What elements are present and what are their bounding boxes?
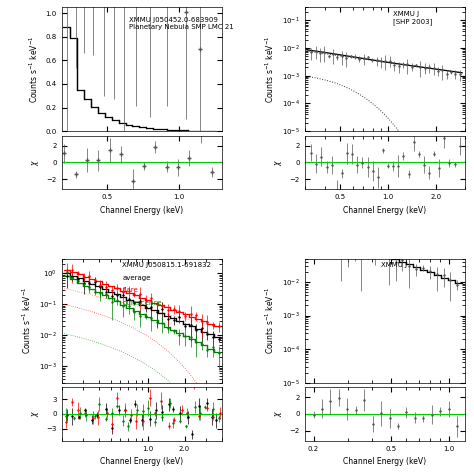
Text: flare: flare [122, 287, 138, 293]
X-axis label: Channel Energy (keV): Channel Energy (keV) [100, 206, 183, 215]
Y-axis label: $\chi$: $\chi$ [30, 159, 41, 166]
Text: XMMU J
[SHP 2003]: XMMU J [SHP 2003] [392, 11, 432, 25]
Y-axis label: Counts s$^{-1}$ keV$^{-1}$: Counts s$^{-1}$ keV$^{-1}$ [264, 36, 276, 103]
Y-axis label: $\chi$: $\chi$ [273, 410, 284, 418]
Y-axis label: $\chi$: $\chi$ [273, 159, 284, 166]
Text: XMMU J050452.0-683909
Planetary Nebula SMP LMC 21: XMMU J050452.0-683909 Planetary Nebula S… [129, 17, 234, 30]
X-axis label: Channel Energy (keV): Channel Energy (keV) [343, 457, 426, 466]
Y-axis label: Counts s$^{-1}$ keV$^{-1}$: Counts s$^{-1}$ keV$^{-1}$ [27, 36, 40, 103]
X-axis label: Channel Energy (keV): Channel Energy (keV) [343, 206, 426, 215]
Text: quiescence: quiescence [122, 300, 162, 306]
X-axis label: Channel Energy (keV): Channel Energy (keV) [100, 457, 183, 466]
Y-axis label: $\chi$: $\chi$ [30, 410, 41, 418]
Y-axis label: Counts s$^{-1}$ keV$^{-1}$: Counts s$^{-1}$ keV$^{-1}$ [264, 287, 276, 354]
Y-axis label: Counts s$^{-1}$ keV$^{-1}$: Counts s$^{-1}$ keV$^{-1}$ [21, 287, 33, 354]
Text: average: average [122, 275, 151, 281]
Text: XMMU J050815.1-691832: XMMU J050815.1-691832 [122, 262, 211, 268]
Text: XMMU J: XMMU J [382, 262, 408, 268]
